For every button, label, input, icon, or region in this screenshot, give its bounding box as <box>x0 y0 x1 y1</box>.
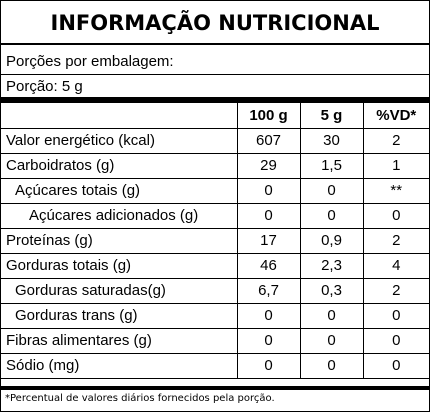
value-5g: 30 <box>299 127 364 154</box>
value-100g: 0 <box>236 302 301 329</box>
value-100g: 0 <box>236 177 301 204</box>
nutrition-table: 100 g 5 g %VD* Valor energético (kcal) 6… <box>1 103 429 379</box>
value-5g: 0,3 <box>299 277 364 304</box>
table-row: Gorduras totais (g) 46 2,3 4 <box>1 252 429 279</box>
value-100g: 6,7 <box>236 277 301 304</box>
nutrient-name: Carboidratos (g) <box>1 152 238 179</box>
table-row: Valor energético (kcal) 607 30 2 <box>1 127 429 154</box>
value-5g: 2,3 <box>299 252 364 279</box>
table-row: Proteínas (g) 17 0,9 2 <box>1 227 429 254</box>
table-row: Carboidratos (g) 29 1,5 1 <box>1 152 429 179</box>
value-100g: 0 <box>236 327 301 354</box>
value-vd: 1 <box>362 152 429 179</box>
value-vd: 2 <box>362 127 429 154</box>
table-row: Sódio (mg) 0 0 0 <box>1 352 429 379</box>
header-blank-cell <box>1 103 238 129</box>
value-5g: 0,9 <box>299 227 364 254</box>
label-title: INFORMAÇÃO NUTRICIONAL <box>1 1 429 45</box>
nutrient-name: Sódio (mg) <box>1 352 238 379</box>
value-100g: 17 <box>236 227 301 254</box>
value-vd: 4 <box>362 252 429 279</box>
column-header-vd: %VD* <box>362 103 429 129</box>
nutrient-name: Gorduras totais (g) <box>1 252 238 279</box>
bottom-thick-divider <box>1 386 429 390</box>
table-row: Gorduras trans (g) 0 0 0 <box>1 302 429 329</box>
value-vd: 2 <box>362 227 429 254</box>
nutrient-name: Proteínas (g) <box>1 227 238 254</box>
table-row: Açúcares totais (g) 0 0 ** <box>1 177 429 204</box>
table-row: Gorduras saturadas(g) 6,7 0,3 2 <box>1 277 429 304</box>
table-header-row: 100 g 5 g %VD* <box>1 103 429 129</box>
table-row: Açúcares adicionados (g) 0 0 0 <box>1 202 429 229</box>
table-row: Fibras alimentares (g) 0 0 0 <box>1 327 429 354</box>
nutrient-name: Fibras alimentares (g) <box>1 327 238 354</box>
value-100g: 29 <box>236 152 301 179</box>
servings-per-package: Porções por embalagem: <box>1 50 429 75</box>
value-100g: 0 <box>236 352 301 379</box>
value-vd: 2 <box>362 277 429 304</box>
nutrient-name: Açúcares adicionados (g) <box>1 202 238 229</box>
nutrient-name: Valor energético (kcal) <box>1 127 238 154</box>
value-5g: 0 <box>299 302 364 329</box>
value-vd: ** <box>362 177 429 204</box>
thick-divider <box>1 97 429 103</box>
nutrient-name: Gorduras trans (g) <box>1 302 238 329</box>
value-5g: 0 <box>299 327 364 354</box>
value-5g: 0 <box>299 352 364 379</box>
value-vd: 0 <box>362 352 429 379</box>
value-5g: 1,5 <box>299 152 364 179</box>
value-vd: 0 <box>362 202 429 229</box>
value-vd: 0 <box>362 302 429 329</box>
footnote: *Percentual de valores diários fornecido… <box>5 393 275 404</box>
value-5g: 0 <box>299 177 364 204</box>
nutrient-name: Gorduras saturadas(g) <box>1 277 238 304</box>
value-100g: 607 <box>236 127 301 154</box>
column-header-5g: 5 g <box>299 103 364 129</box>
value-100g: 46 <box>236 252 301 279</box>
value-vd: 0 <box>362 327 429 354</box>
column-header-100g: 100 g <box>236 103 301 129</box>
nutrient-name: Açúcares totais (g) <box>1 177 238 204</box>
serving-size: Porção: 5 g <box>6 78 83 95</box>
value-100g: 0 <box>236 202 301 229</box>
value-5g: 0 <box>299 202 364 229</box>
